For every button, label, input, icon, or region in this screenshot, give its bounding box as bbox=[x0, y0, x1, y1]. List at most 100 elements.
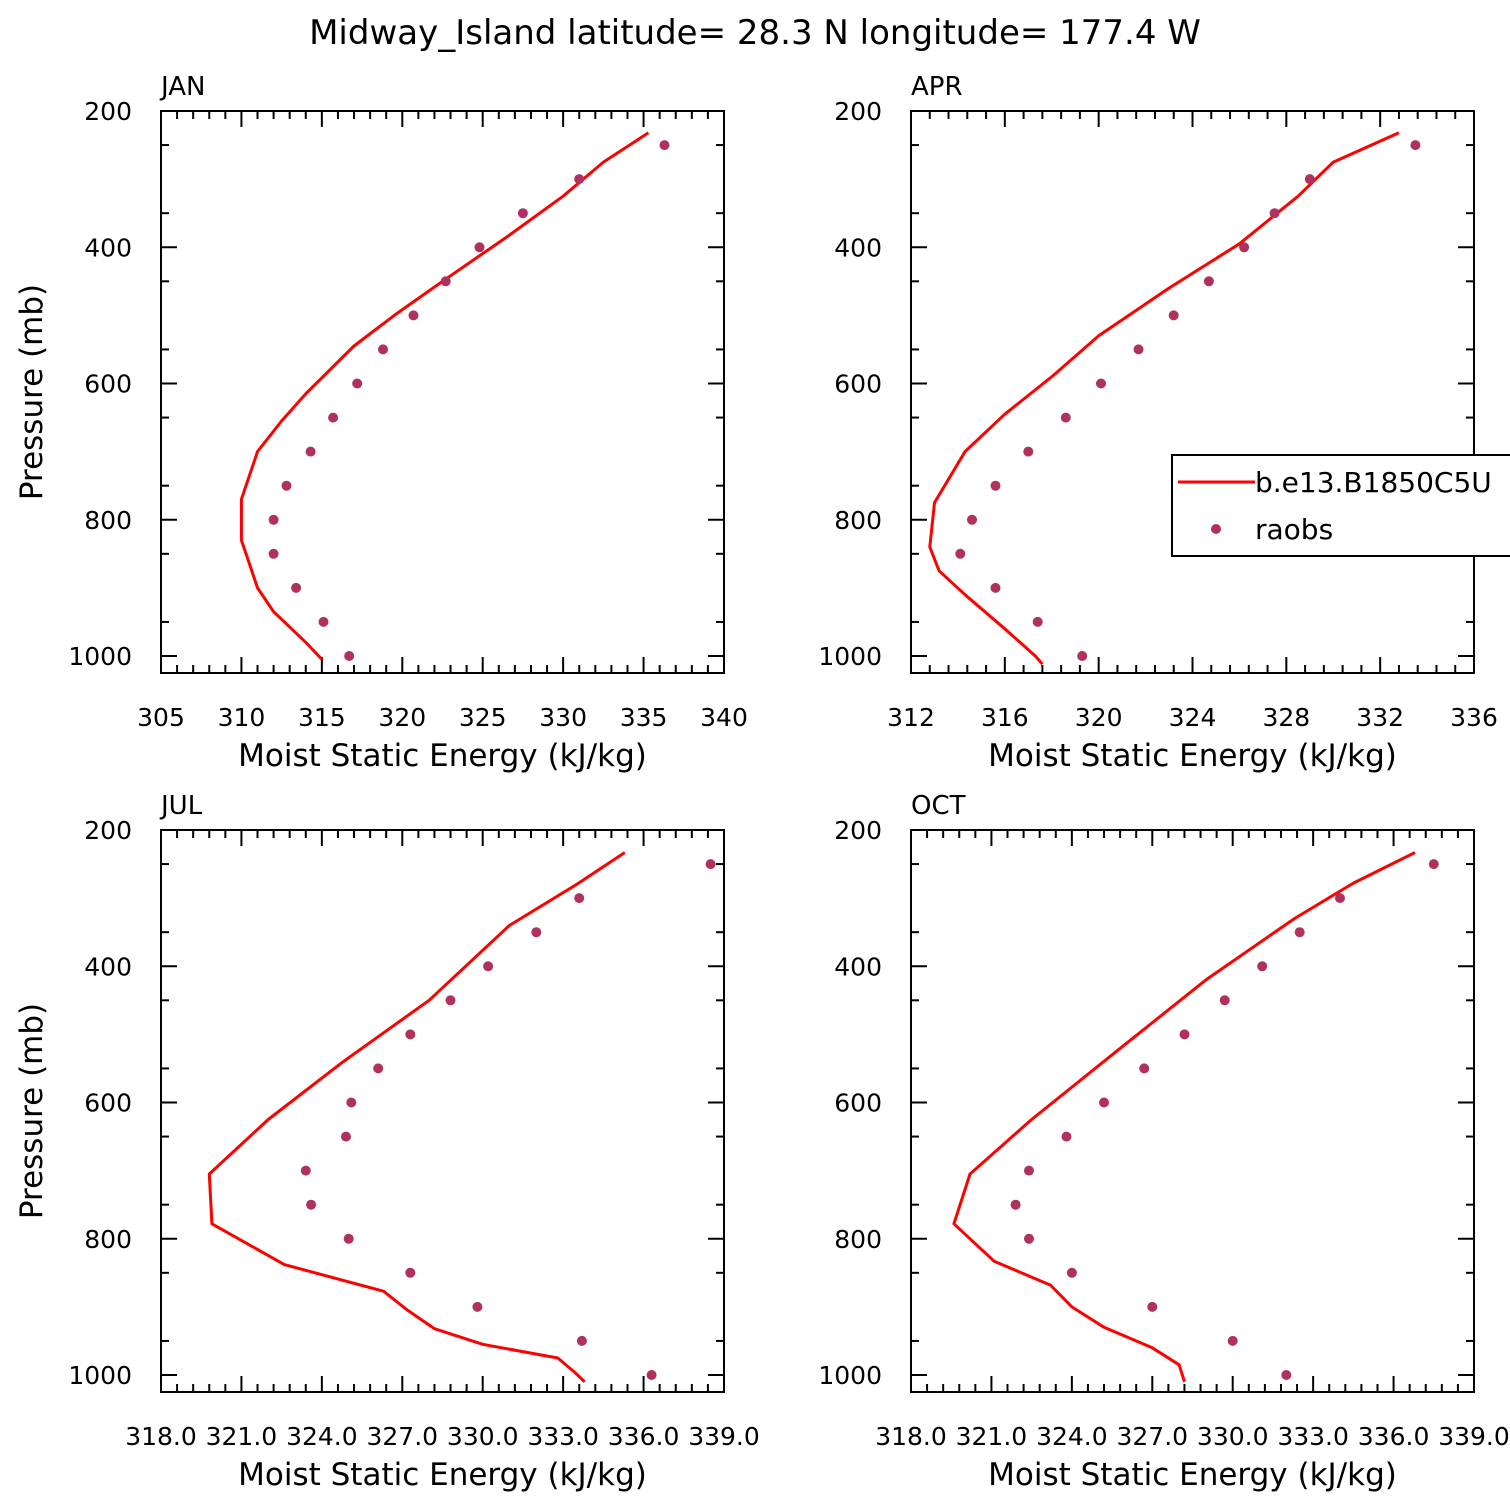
panel-label: OCT bbox=[911, 791, 966, 821]
raobs-point bbox=[281, 480, 292, 491]
raobs-point bbox=[1147, 1301, 1158, 1312]
raobs-point bbox=[1269, 208, 1280, 219]
y-axis-title: Pressure (mb) bbox=[14, 1003, 50, 1219]
x-axis-title: Moist Static Energy (kJ/kg) bbox=[238, 1457, 647, 1493]
x-tick-label: 310 bbox=[218, 703, 266, 732]
chart-panel-oct: OCT 200 400 600 800 1000 318.0 321.0 324.0 327.0 3… bbox=[818, 791, 1509, 1493]
y-tick-label: 600 bbox=[84, 370, 132, 399]
raobs-point bbox=[472, 1301, 483, 1312]
x-tick-label: 327.0 bbox=[1116, 1422, 1188, 1451]
model-profile-line bbox=[207, 851, 626, 1383]
raobs-point bbox=[517, 208, 528, 219]
raobs-point bbox=[1281, 1370, 1292, 1380]
raobs-point bbox=[1023, 446, 1034, 457]
raobs-point bbox=[1304, 174, 1315, 185]
figure-title: Midway_Island latitude= 28.3 N longitude… bbox=[309, 13, 1201, 53]
chart-panel-apr: APR 200 400 600 800 1000 312 316 320 324 328 332 336… bbox=[818, 72, 1497, 774]
x-tick-label: 321.0 bbox=[956, 1422, 1028, 1451]
x-tick-label: 332 bbox=[1356, 703, 1404, 732]
raobs-point bbox=[344, 651, 355, 661]
x-axis-title: Moist Static Energy (kJ/kg) bbox=[238, 738, 647, 774]
raobs-point bbox=[1428, 859, 1439, 870]
raobs-point bbox=[1139, 1063, 1150, 1074]
raobs-point bbox=[990, 582, 1001, 593]
y-tick-label: 600 bbox=[84, 1089, 132, 1118]
raobs-point bbox=[440, 276, 451, 287]
chart-panel-jan: JAN 200 400 600 800 1000 305 310 315 320 325 330 335… bbox=[14, 72, 748, 774]
y-tick-label: 600 bbox=[834, 1089, 882, 1118]
raobs-point bbox=[1133, 344, 1144, 355]
raobs-point bbox=[990, 480, 1001, 491]
plot-frame bbox=[160, 110, 725, 674]
raobs-point bbox=[1227, 1335, 1238, 1346]
y-tick-label: 1000 bbox=[68, 642, 132, 671]
x-tick-label: 312 bbox=[887, 703, 935, 732]
raobs-point bbox=[343, 1233, 354, 1244]
y-tick-label: 800 bbox=[834, 506, 882, 535]
x-tick-label: 327.0 bbox=[366, 1422, 438, 1451]
raobs-point bbox=[1024, 1233, 1034, 1244]
raobs-point bbox=[967, 514, 977, 525]
x-tick-label: 315 bbox=[298, 703, 346, 732]
x-tick-label: 330.0 bbox=[447, 1422, 519, 1451]
raobs-point bbox=[483, 961, 494, 972]
x-tick-label: 339.0 bbox=[1438, 1422, 1510, 1451]
y-tick-label: 1000 bbox=[818, 642, 882, 671]
x-tick-label: 335 bbox=[620, 703, 668, 732]
raobs-point bbox=[1032, 616, 1043, 627]
x-tick-label: 328 bbox=[1262, 703, 1310, 732]
raobs-point bbox=[268, 514, 279, 525]
y-axis-title: Pressure (mb) bbox=[14, 284, 50, 500]
y-tick-label: 200 bbox=[834, 97, 882, 126]
legend: b.e13.B1850C5U raobs bbox=[1171, 454, 1510, 557]
y-tick-label: 800 bbox=[84, 506, 132, 535]
y-tick-label: 1000 bbox=[818, 1361, 882, 1390]
raobs-point bbox=[291, 582, 302, 593]
raobs-point bbox=[1010, 1199, 1021, 1210]
raobs-point bbox=[318, 616, 329, 627]
y-tick-label: 200 bbox=[84, 97, 132, 126]
x-tick-label: 316 bbox=[981, 703, 1029, 732]
raobs-point bbox=[346, 1097, 357, 1108]
raobs-point bbox=[328, 412, 339, 423]
chart-panels: JAN 200 400 600 800 1000 305 310 315 320 325 330 335… bbox=[14, 72, 1510, 1493]
y-tick-label: 600 bbox=[834, 370, 882, 399]
raobs-point bbox=[955, 548, 966, 559]
y-tick-label: 800 bbox=[84, 1225, 132, 1254]
raobs-point bbox=[408, 310, 419, 321]
raobs-point bbox=[1219, 995, 1230, 1006]
legend-box bbox=[1171, 454, 1510, 557]
x-tick-label: 336 bbox=[1450, 703, 1498, 732]
raobs-point bbox=[306, 1199, 317, 1210]
raobs-point bbox=[1077, 651, 1088, 661]
raobs-point bbox=[474, 242, 485, 253]
model-profile-line bbox=[928, 131, 1400, 666]
raobs-point bbox=[1257, 961, 1268, 972]
raobs-point bbox=[445, 995, 456, 1006]
raobs-point bbox=[268, 548, 279, 559]
x-tick-label: 336.0 bbox=[608, 1422, 680, 1451]
x-tick-label: 340 bbox=[700, 703, 748, 732]
raobs-point bbox=[300, 1165, 311, 1176]
raobs-point bbox=[1335, 893, 1345, 904]
legend-model-label: b.e13.B1850C5U bbox=[1255, 466, 1492, 499]
raobs-point bbox=[531, 927, 542, 938]
y-tick-label: 200 bbox=[84, 816, 132, 845]
raobs-point bbox=[341, 1131, 351, 1142]
plot-frame bbox=[910, 829, 1475, 1393]
x-tick-label: 330 bbox=[539, 703, 587, 732]
panel-label: JUL bbox=[159, 791, 203, 821]
raobs-point bbox=[352, 378, 363, 389]
model-profile-line bbox=[239, 131, 650, 661]
raobs-point bbox=[1061, 1131, 1072, 1142]
chart-panel-jul: JUL 200 400 600 800 1000 318.0 321.0 324.0 327.0 3… bbox=[14, 791, 760, 1493]
raobs-point bbox=[1099, 1097, 1109, 1108]
raobs-point bbox=[1060, 412, 1071, 423]
panel-label: JAN bbox=[159, 72, 205, 102]
raobs-point bbox=[1239, 242, 1250, 253]
raobs-point bbox=[405, 1267, 416, 1278]
raobs-point bbox=[305, 446, 316, 457]
x-tick-label: 333.0 bbox=[1277, 1422, 1349, 1451]
